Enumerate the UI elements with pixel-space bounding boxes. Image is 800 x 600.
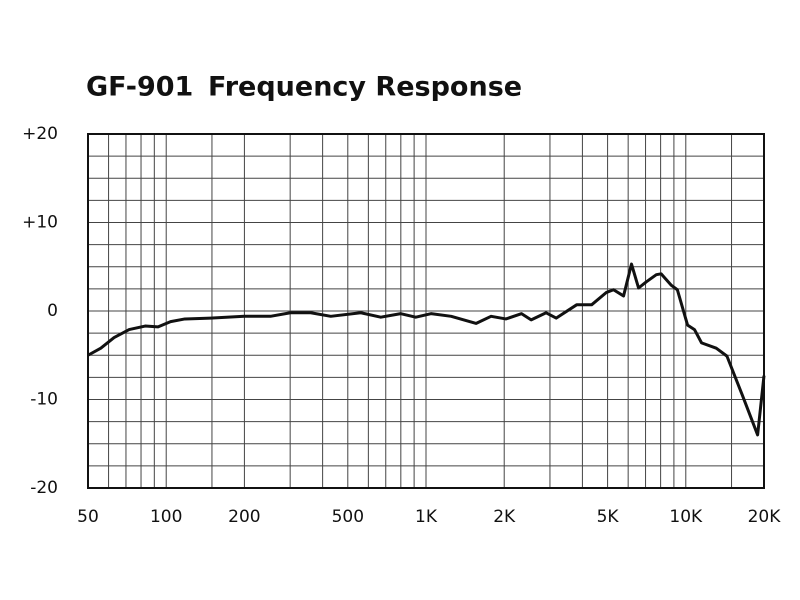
y-tick-label: +10 [22,213,58,233]
y-tick-label: 0 [47,301,58,321]
x-tick-label: 1K [415,507,438,527]
x-tick-label: 100 [150,507,182,527]
model-name: GF-901 [86,72,193,103]
x-tick-label: 20K [748,507,782,527]
plot-frame [87,133,765,489]
y-tick-label: -10 [30,390,58,410]
y-tick-label: -20 [30,478,58,498]
x-tick-label: 2K [493,507,516,527]
x-tick-label: 200 [228,507,260,527]
response-curve [87,262,766,437]
x-tick-label: 50 [77,507,99,527]
y-tick-label: +20 [22,124,58,144]
x-tick-label: 500 [332,507,364,527]
chart-title: Frequency Response [208,72,522,103]
x-tick-label: 5K [597,507,620,527]
x-tick-label: 10K [669,507,703,527]
